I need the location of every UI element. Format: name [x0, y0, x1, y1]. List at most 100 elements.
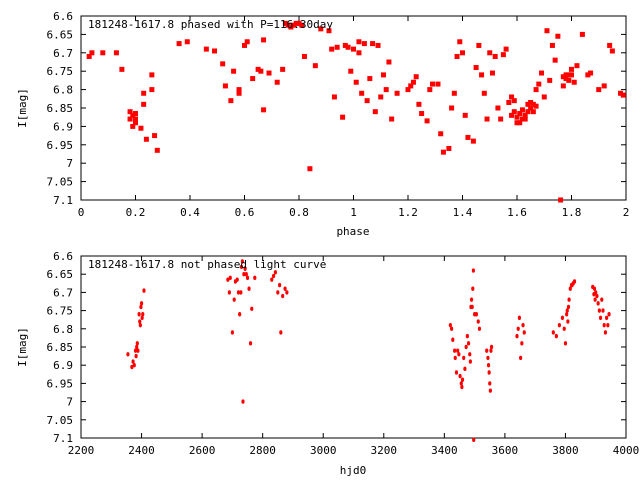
- data-point: [419, 111, 425, 117]
- data-point: [235, 277, 239, 282]
- data-point: [293, 20, 299, 26]
- data-point: [132, 363, 136, 368]
- data-point: [484, 116, 490, 122]
- data-point: [560, 83, 566, 89]
- data-point: [579, 31, 585, 37]
- y-tick-label: 6.85: [47, 341, 74, 354]
- data-point: [486, 363, 491, 368]
- data-point: [516, 326, 520, 331]
- data-point: [440, 149, 446, 155]
- data-point: [149, 72, 155, 78]
- data-point: [603, 330, 608, 335]
- data-point: [271, 273, 276, 279]
- data-point: [563, 72, 569, 78]
- data-point: [462, 355, 466, 361]
- data-point: [460, 377, 465, 382]
- data-point: [135, 341, 139, 346]
- data-point: [273, 270, 277, 275]
- data-point: [361, 41, 367, 47]
- data-point: [594, 290, 598, 295]
- data-point: [141, 312, 145, 317]
- data-point: [367, 76, 373, 82]
- data-point: [301, 53, 307, 59]
- data-point: [383, 87, 389, 93]
- x-tick-label: 0: [78, 206, 85, 219]
- data-point: [134, 353, 138, 359]
- data-point: [250, 306, 254, 311]
- y-tick-label: 7.1: [53, 432, 73, 445]
- x-axis-label: phase: [336, 225, 369, 238]
- data-point: [517, 315, 522, 321]
- data-point: [149, 87, 155, 93]
- y-tick-label: 7: [66, 157, 73, 170]
- data-point: [356, 50, 362, 56]
- data-point: [609, 48, 615, 54]
- data-point: [486, 355, 490, 361]
- data-point: [130, 123, 136, 129]
- data-point: [279, 330, 283, 335]
- data-point: [468, 352, 472, 357]
- data-point: [498, 116, 504, 122]
- y-tick-label: 7.1: [53, 194, 73, 207]
- data-point: [250, 76, 256, 82]
- data-point: [152, 133, 158, 139]
- data-point: [477, 326, 482, 331]
- data-point: [476, 319, 480, 324]
- data-point: [127, 109, 133, 115]
- data-point: [100, 50, 106, 56]
- x-axis-label: hjd0: [340, 464, 367, 477]
- data-point: [131, 359, 135, 364]
- y-tick-label: 7.05: [47, 176, 74, 189]
- x-tick-label: 3400: [431, 444, 458, 457]
- data-point: [519, 355, 523, 361]
- data-point: [568, 286, 572, 291]
- data-point: [471, 286, 475, 291]
- data-point: [359, 90, 365, 96]
- data-point: [276, 290, 280, 295]
- x-tick-label: 2: [623, 206, 630, 219]
- data-point: [291, 22, 297, 28]
- data-point: [460, 50, 465, 56]
- data-point: [138, 319, 142, 324]
- data-point: [533, 87, 539, 93]
- data-point: [528, 99, 534, 105]
- data-point: [416, 101, 422, 107]
- data-point: [138, 322, 142, 328]
- data-point: [222, 83, 228, 89]
- data-point: [331, 94, 337, 100]
- data-point: [517, 120, 523, 126]
- y-tick-label: 6.7: [53, 47, 73, 60]
- data-point: [606, 322, 610, 328]
- data-point: [408, 83, 414, 89]
- data-point: [563, 341, 568, 346]
- data-point: [244, 272, 248, 277]
- data-point: [620, 92, 626, 98]
- x-tick-label: 3200: [371, 444, 398, 457]
- data-point: [552, 57, 558, 63]
- data-point: [560, 74, 566, 80]
- x-tick-label: 3000: [310, 444, 337, 457]
- data-point: [236, 87, 242, 93]
- data-point: [517, 111, 523, 117]
- data-point: [242, 272, 246, 277]
- data-point: [413, 74, 419, 80]
- data-point: [479, 72, 485, 78]
- data-point: [519, 116, 525, 122]
- data-point: [253, 275, 257, 281]
- data-point: [236, 90, 242, 96]
- data-point: [451, 337, 455, 342]
- data-point: [520, 341, 524, 346]
- data-point: [500, 52, 506, 58]
- data-point: [530, 109, 536, 115]
- data-point: [465, 134, 471, 140]
- data-point: [567, 297, 571, 302]
- data-point: [463, 366, 467, 372]
- data-point: [605, 315, 609, 321]
- data-point: [137, 312, 141, 317]
- data-point: [470, 138, 476, 144]
- data-point: [539, 70, 545, 76]
- data-point: [457, 39, 463, 45]
- data-point: [528, 105, 534, 111]
- data-point: [462, 112, 468, 118]
- data-point: [348, 68, 354, 74]
